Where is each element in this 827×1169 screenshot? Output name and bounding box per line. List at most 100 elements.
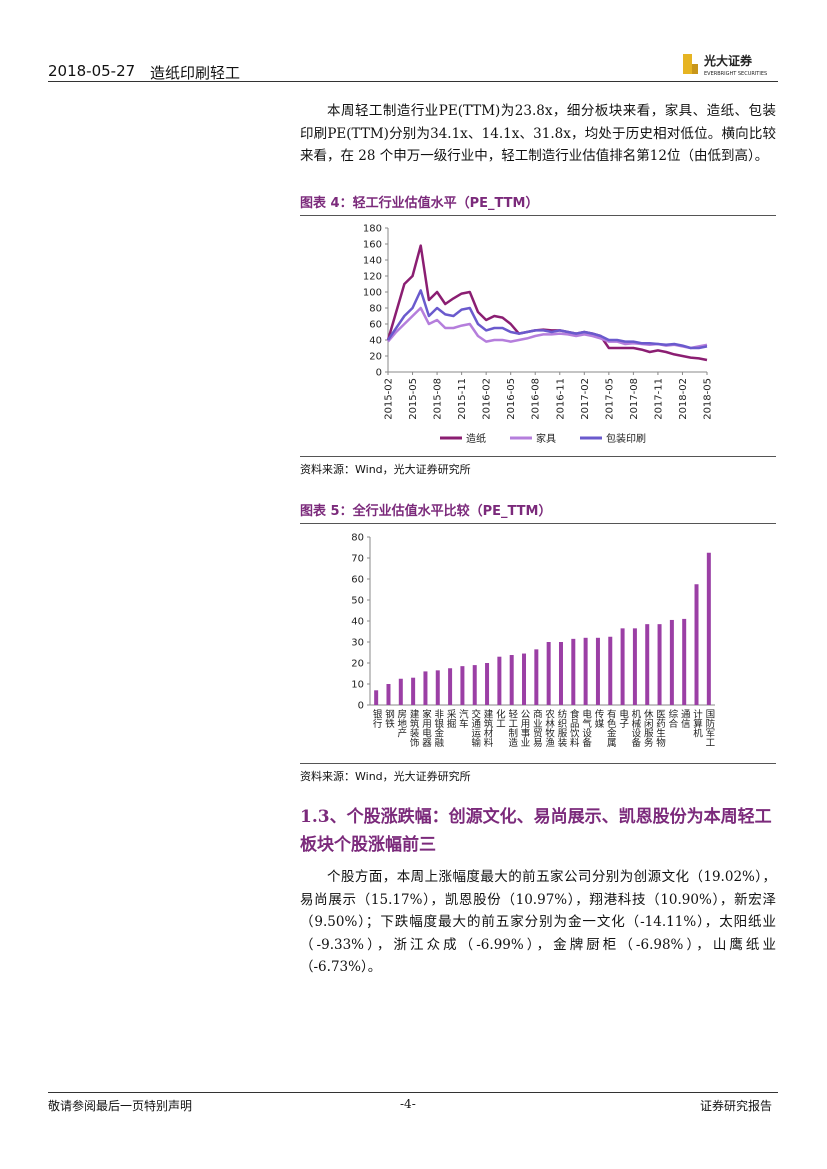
- x-tick-label: 2018-05: [703, 378, 714, 420]
- x-tick-label: 家用电器: [420, 708, 432, 747]
- y-tick-label: 120: [363, 272, 382, 283]
- line-series: [386, 289, 708, 350]
- source: 资料来源：Wind，光大证券研究所: [300, 456, 776, 477]
- figure-title: 图表 4：轻工行业估值水平（PE_TTM）: [300, 192, 776, 216]
- y-tick-label: 100: [363, 288, 382, 299]
- x-tick-label: 有色金属: [605, 708, 617, 748]
- footer-page: -4-: [400, 1097, 416, 1111]
- section-heading: 1.3、个股涨跌幅：创源文化、易尚展示、凯恩股份为本周轻工板块个股涨幅前三: [300, 807, 772, 855]
- x-tick-label: 电子: [617, 708, 629, 728]
- x-tick-label: 建筑装饰: [408, 708, 420, 748]
- y-tick-label: 140: [363, 256, 382, 267]
- x-tick-label: 交通运输: [469, 708, 481, 748]
- x-tick-label: 医药生物: [654, 709, 666, 748]
- line-series: [386, 244, 708, 362]
- x-tick-label: 2017-11: [653, 378, 664, 420]
- bar: [706, 552, 711, 705]
- x-tick-label: 2017-05: [604, 378, 615, 420]
- x-tick-label: 2016-11: [555, 378, 566, 420]
- x-tick-label: 综合: [666, 708, 678, 729]
- x-tick-label: 非银金融: [432, 708, 444, 748]
- bar: [497, 656, 502, 705]
- y-tick-label: 50: [351, 596, 364, 607]
- bar: [546, 642, 551, 705]
- bar: [694, 584, 699, 705]
- x-tick-label: 休闲服务: [642, 708, 654, 748]
- legend-label: 包装印刷: [606, 432, 646, 445]
- bar-chart: 0 10 20 30 40 50 60 70 80 银行 钢铁 房地产 建筑装饰 家用电器 非银金融 采掘 汽车…: [351, 533, 715, 748]
- bar: [645, 624, 650, 705]
- logo-cn: 光大证券: [703, 53, 753, 68]
- y-tick-label: 60: [351, 575, 364, 586]
- legend-label: 家具: [536, 432, 556, 445]
- header-date: 2018-05-27: [48, 62, 136, 80]
- bar: [411, 677, 416, 705]
- x-tick-label: 2018-02: [678, 378, 689, 420]
- bar: [595, 637, 600, 705]
- x-tick-label: 2015-08: [433, 378, 444, 420]
- header-rule: [48, 81, 778, 82]
- bar: [583, 637, 588, 705]
- bar: [374, 690, 379, 705]
- x-tick-label: 机械设备: [629, 708, 641, 748]
- x-tick-label: 纺织服装: [555, 708, 567, 748]
- header-title: 造纸印刷轻工: [150, 64, 241, 82]
- x-tick-label: 通信: [679, 709, 691, 729]
- x-tick-label: 2015-05: [408, 378, 419, 420]
- x-tick-label: 国防军工: [703, 709, 715, 747]
- line-series: [387, 306, 708, 350]
- bar: [571, 638, 576, 705]
- x-tick-label: 2017-02: [580, 378, 591, 420]
- y-tick-label: 10: [351, 680, 364, 691]
- footer-rule: [48, 1092, 778, 1093]
- x-tick-label: 钢铁: [383, 708, 395, 729]
- bar: [398, 678, 403, 705]
- bar: [657, 624, 662, 705]
- figure-title: 图表 5：全行业估值水平比较（PE_TTM）: [300, 500, 776, 524]
- y-tick-label: 40: [351, 617, 364, 628]
- x-tick-label: 农林牧渔: [543, 708, 555, 747]
- bar: [632, 628, 637, 705]
- bar: [386, 684, 391, 705]
- x-tick-label: 2016-08: [531, 378, 542, 420]
- bar: [620, 628, 625, 705]
- bar: [534, 649, 539, 705]
- x-tick-label: 公用事业: [519, 709, 531, 747]
- x-tick-label: 2015-11: [457, 378, 468, 420]
- y-tick-label: 70: [351, 554, 364, 565]
- logo-mark: [692, 64, 698, 74]
- bar: [435, 670, 440, 705]
- x-tick-label: 化工: [494, 708, 506, 728]
- footer-right: 证券研究报告: [700, 1099, 773, 1113]
- x-tick-label: 建筑材料: [482, 708, 494, 748]
- bar: [423, 671, 428, 705]
- y-tick-label: 0: [358, 701, 364, 712]
- x-tick-label: 采掘: [445, 709, 457, 729]
- bar: [558, 642, 563, 705]
- logo-mark: [683, 54, 692, 74]
- bar: [448, 668, 453, 705]
- y-tick-label: 20: [351, 659, 364, 670]
- y-tick-label: 60: [369, 320, 382, 331]
- x-tick-label: 2016-02: [482, 378, 493, 420]
- y-tick-label: 80: [369, 304, 382, 315]
- bar: [485, 663, 490, 705]
- x-tick-label: 计算机: [691, 708, 703, 738]
- x-tick-label: 2016-05: [506, 378, 517, 420]
- bar: [472, 665, 477, 705]
- logo-en: EVERBRIGHT SECURITIES: [704, 71, 767, 77]
- bar: [669, 619, 674, 705]
- bar: [522, 653, 527, 705]
- bar: [608, 636, 613, 705]
- bar: [509, 655, 514, 705]
- bar: [460, 666, 465, 705]
- line-chart: 0 20 40 60 80 100 120 140 160 180 2015-02 2015-05 20…: [363, 224, 714, 446]
- paragraph: 本周轻工制造行业PE(TTM)为23.8x，细分板块来看，家具、造纸、包装印刷P…: [300, 103, 776, 164]
- x-tick-label: 房地产: [395, 708, 407, 738]
- x-tick-label: 汽车: [457, 708, 469, 729]
- y-tick-label: 0: [376, 368, 382, 379]
- paragraph: 个股方面，本周上涨幅度最大的前五家公司分别为创源文化（19.02%），易尚展示（…: [300, 869, 776, 975]
- x-tick-label: 银行: [371, 708, 383, 729]
- y-tick-label: 40: [369, 336, 382, 347]
